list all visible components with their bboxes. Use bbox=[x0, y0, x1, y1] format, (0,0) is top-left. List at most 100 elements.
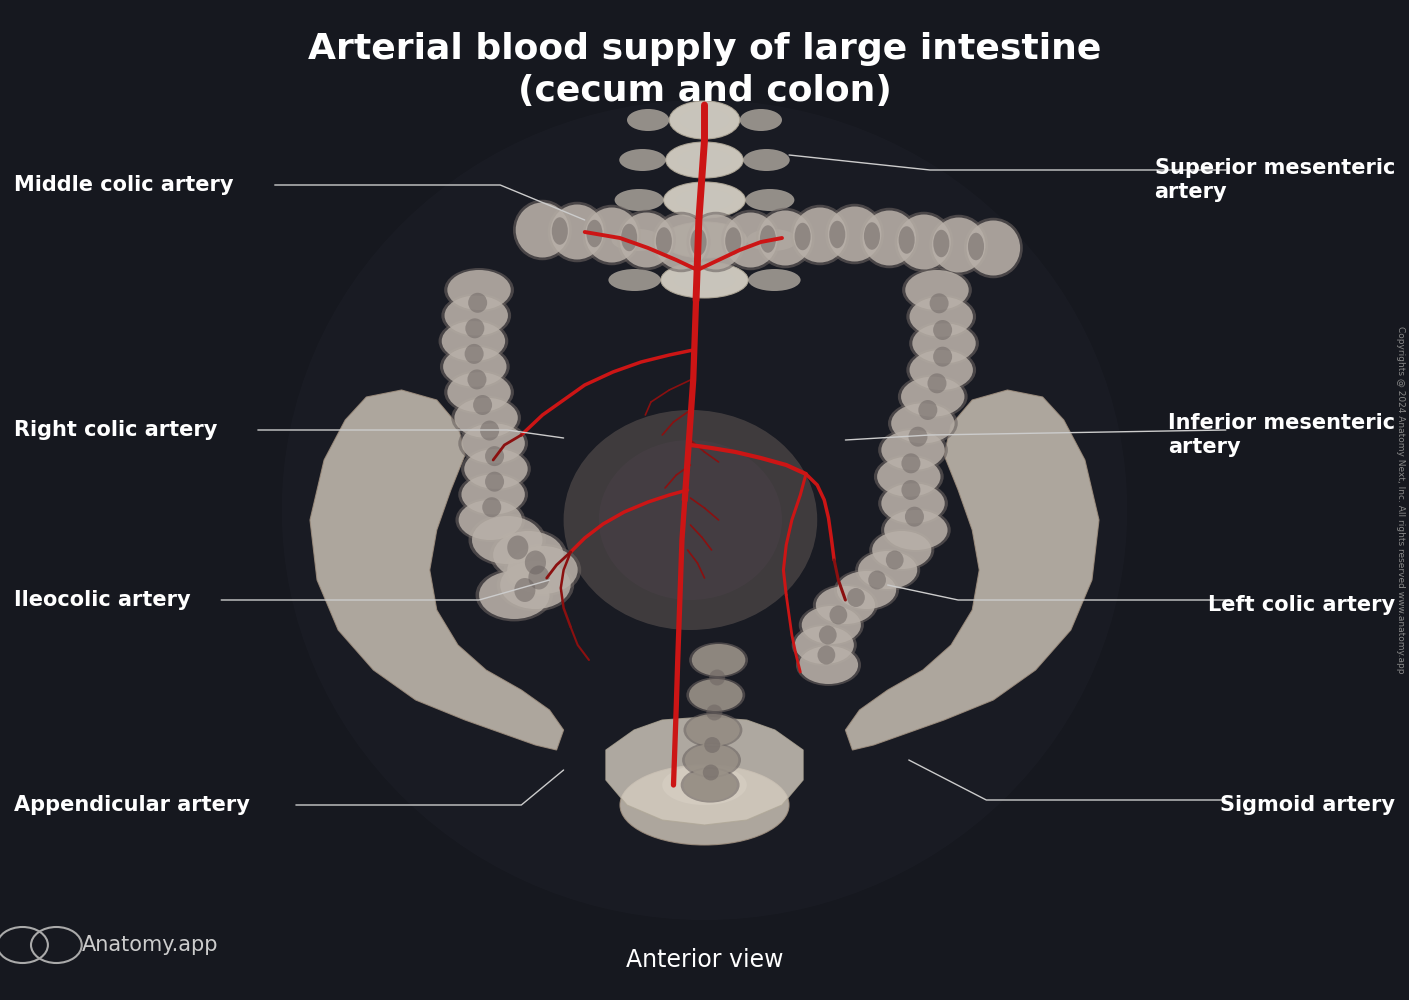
Ellipse shape bbox=[744, 149, 790, 171]
Ellipse shape bbox=[799, 646, 858, 684]
Ellipse shape bbox=[652, 212, 710, 272]
Ellipse shape bbox=[895, 212, 954, 272]
Ellipse shape bbox=[933, 347, 952, 367]
Ellipse shape bbox=[817, 646, 836, 664]
Ellipse shape bbox=[793, 208, 847, 262]
Ellipse shape bbox=[796, 644, 861, 686]
Ellipse shape bbox=[472, 516, 542, 564]
Ellipse shape bbox=[666, 142, 744, 178]
Ellipse shape bbox=[704, 737, 720, 753]
Ellipse shape bbox=[868, 570, 886, 589]
Ellipse shape bbox=[462, 423, 524, 463]
Ellipse shape bbox=[683, 769, 737, 801]
Ellipse shape bbox=[586, 220, 603, 247]
Ellipse shape bbox=[910, 297, 974, 337]
Ellipse shape bbox=[528, 566, 550, 589]
Ellipse shape bbox=[799, 604, 864, 646]
Ellipse shape bbox=[686, 212, 745, 272]
Ellipse shape bbox=[552, 217, 568, 245]
Ellipse shape bbox=[909, 427, 927, 447]
Ellipse shape bbox=[496, 559, 575, 611]
Ellipse shape bbox=[609, 269, 661, 291]
Ellipse shape bbox=[442, 321, 506, 361]
Ellipse shape bbox=[902, 268, 972, 312]
Ellipse shape bbox=[864, 222, 881, 250]
Ellipse shape bbox=[493, 531, 564, 579]
Ellipse shape bbox=[442, 347, 507, 387]
Ellipse shape bbox=[882, 430, 945, 470]
Ellipse shape bbox=[816, 586, 875, 624]
Ellipse shape bbox=[465, 449, 527, 489]
Ellipse shape bbox=[881, 508, 951, 552]
Ellipse shape bbox=[703, 764, 719, 780]
Ellipse shape bbox=[826, 204, 883, 264]
Ellipse shape bbox=[898, 215, 951, 269]
Ellipse shape bbox=[676, 189, 733, 211]
Ellipse shape bbox=[468, 369, 486, 389]
Ellipse shape bbox=[465, 318, 485, 338]
Ellipse shape bbox=[475, 569, 552, 621]
Text: Left colic artery: Left colic artery bbox=[1208, 595, 1395, 615]
Ellipse shape bbox=[745, 189, 795, 211]
Ellipse shape bbox=[507, 536, 528, 560]
Ellipse shape bbox=[664, 182, 745, 218]
Ellipse shape bbox=[726, 227, 741, 255]
Ellipse shape bbox=[692, 644, 745, 676]
Ellipse shape bbox=[927, 373, 947, 393]
Ellipse shape bbox=[885, 510, 947, 550]
Ellipse shape bbox=[876, 457, 941, 497]
Ellipse shape bbox=[689, 215, 743, 269]
Ellipse shape bbox=[747, 229, 797, 251]
Ellipse shape bbox=[468, 293, 488, 313]
Ellipse shape bbox=[724, 213, 778, 267]
Text: Copyrights @ 2024 Anatomy Next, Inc. All rights reserved www.anatomy.app: Copyrights @ 2024 Anatomy Next, Inc. All… bbox=[1396, 326, 1405, 674]
Ellipse shape bbox=[882, 483, 945, 523]
Ellipse shape bbox=[906, 348, 976, 392]
Ellipse shape bbox=[755, 208, 814, 268]
Ellipse shape bbox=[837, 571, 896, 609]
Ellipse shape bbox=[617, 210, 676, 270]
Ellipse shape bbox=[620, 765, 789, 845]
Ellipse shape bbox=[661, 262, 748, 298]
Ellipse shape bbox=[683, 712, 743, 748]
Polygon shape bbox=[310, 390, 564, 750]
Ellipse shape bbox=[689, 642, 748, 678]
Ellipse shape bbox=[612, 229, 662, 251]
Ellipse shape bbox=[461, 447, 531, 491]
Ellipse shape bbox=[282, 100, 1127, 920]
Ellipse shape bbox=[830, 221, 845, 248]
Ellipse shape bbox=[485, 472, 504, 492]
Ellipse shape bbox=[674, 269, 735, 291]
Ellipse shape bbox=[500, 561, 571, 609]
Ellipse shape bbox=[655, 227, 672, 255]
Ellipse shape bbox=[662, 765, 747, 805]
Ellipse shape bbox=[964, 218, 1023, 278]
Ellipse shape bbox=[892, 403, 955, 443]
Ellipse shape bbox=[490, 529, 566, 581]
Text: Inferior mesenteric
artery: Inferior mesenteric artery bbox=[1168, 413, 1395, 457]
Ellipse shape bbox=[473, 395, 492, 415]
Ellipse shape bbox=[913, 323, 976, 363]
Ellipse shape bbox=[504, 544, 582, 596]
Ellipse shape bbox=[859, 208, 919, 268]
Ellipse shape bbox=[874, 455, 944, 499]
Ellipse shape bbox=[967, 221, 1020, 275]
Ellipse shape bbox=[830, 605, 847, 624]
Ellipse shape bbox=[902, 377, 964, 417]
Ellipse shape bbox=[627, 109, 669, 131]
Ellipse shape bbox=[454, 398, 519, 438]
Ellipse shape bbox=[834, 569, 899, 611]
Ellipse shape bbox=[790, 205, 850, 265]
Text: Anatomy.app: Anatomy.app bbox=[82, 935, 218, 955]
Ellipse shape bbox=[479, 571, 550, 619]
Ellipse shape bbox=[748, 269, 800, 291]
Ellipse shape bbox=[888, 401, 958, 445]
Ellipse shape bbox=[828, 207, 882, 261]
Ellipse shape bbox=[906, 270, 969, 310]
Ellipse shape bbox=[621, 224, 637, 251]
Ellipse shape bbox=[480, 421, 499, 441]
Ellipse shape bbox=[485, 446, 504, 466]
Ellipse shape bbox=[847, 588, 865, 607]
Ellipse shape bbox=[689, 679, 743, 711]
Ellipse shape bbox=[548, 202, 607, 262]
